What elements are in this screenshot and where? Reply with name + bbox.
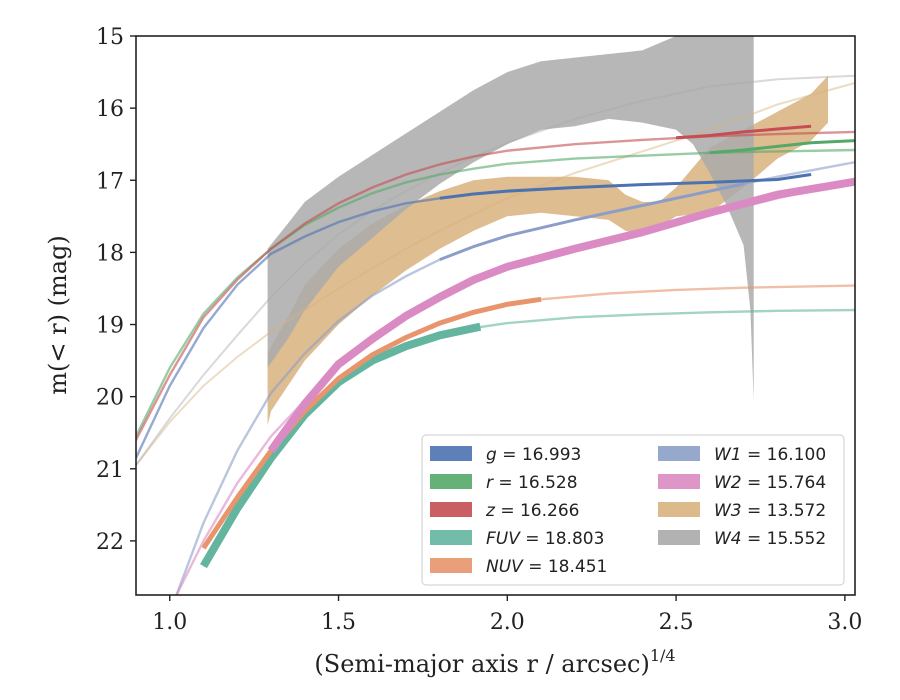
plot-frame bbox=[135, 35, 856, 596]
legend-label-W2: W2 = 15.764 bbox=[714, 473, 826, 493]
legend-label-NUV: NUV = 18.451 bbox=[486, 557, 607, 577]
legend-band-value: = 18.803 bbox=[520, 529, 605, 549]
series-W1-measured-line bbox=[439, 182, 744, 262]
legend-band-name: W2 bbox=[714, 473, 742, 493]
x-axis-label-main: (Semi-major axis r / arcsec) bbox=[314, 650, 649, 678]
legend-label-g: g = 16.993 bbox=[486, 445, 581, 465]
band-W3-profile-line bbox=[136, 81, 855, 466]
legend-swatch-W2 bbox=[658, 474, 700, 489]
legend-swatch-g bbox=[430, 446, 472, 461]
legend-band-value: = 16.993 bbox=[497, 445, 582, 465]
band-W4-uncertainty-area bbox=[267, 36, 754, 401]
x-axis-label: (Semi-major axis r / arcsec)1/4 bbox=[314, 646, 675, 678]
legend-swatch-NUV bbox=[430, 558, 472, 573]
legend-band-name: W4 bbox=[714, 529, 742, 549]
legend-band-value: = 15.552 bbox=[742, 529, 827, 549]
x-tick-label: 3.0 bbox=[827, 610, 862, 635]
x-tick-label: 1.0 bbox=[152, 610, 187, 635]
series-FUV-measured-line bbox=[200, 322, 482, 569]
x-tick-label: 2.0 bbox=[490, 610, 525, 635]
legend-band-value: = 18.451 bbox=[523, 557, 608, 577]
bands-layer bbox=[267, 36, 829, 426]
series-z-profile-line bbox=[136, 130, 855, 441]
x-tick-label: 2.5 bbox=[659, 610, 694, 635]
legend-band-value: = 16.528 bbox=[493, 473, 578, 493]
series-z-measured-line bbox=[676, 124, 812, 140]
y-tick-label: 17 bbox=[96, 169, 124, 194]
legend-band-value: = 15.764 bbox=[742, 473, 827, 493]
legend-label-FUV: FUV = 18.803 bbox=[486, 529, 604, 549]
x-tick-label: 1.5 bbox=[321, 610, 356, 635]
series-NUV-measured-line bbox=[201, 296, 542, 550]
legend-swatch-W3 bbox=[658, 502, 700, 517]
legend-label-z: z = 16.266 bbox=[485, 501, 579, 521]
legend-band-name: z bbox=[485, 501, 496, 521]
y-axis-label: m(< r) (mag) bbox=[44, 235, 72, 394]
x-axis: 1.0 1.5 2.0 2.5 3.0 bbox=[152, 595, 862, 635]
y-tick-label: 21 bbox=[96, 458, 124, 483]
x-axis-label-exponent: 1/4 bbox=[650, 646, 676, 665]
series-r-measured-line bbox=[709, 139, 855, 155]
legend-label-r: r = 16.528 bbox=[486, 473, 578, 493]
series-r-profile-line bbox=[136, 148, 855, 437]
legend-swatch-W4 bbox=[658, 530, 700, 545]
y-tick-label: 20 bbox=[96, 386, 124, 411]
y-tick-label: 15 bbox=[96, 25, 124, 50]
legend-band-value: = 13.572 bbox=[742, 501, 827, 521]
series-g-measured-line bbox=[439, 173, 812, 200]
legend-band-name: g bbox=[486, 445, 497, 465]
legend-band-name: FUV bbox=[486, 529, 521, 549]
legend-label-W3: W3 = 13.572 bbox=[714, 501, 826, 521]
legend-label-W4: W4 = 15.552 bbox=[714, 529, 826, 549]
series-W2-measured-line bbox=[267, 177, 855, 454]
band-W4-profile-line bbox=[136, 74, 855, 466]
y-axis: 15 16 17 18 19 20 21 22 bbox=[96, 25, 136, 555]
legend-band-name: W3 bbox=[714, 501, 742, 521]
legend-band-name: NUV bbox=[486, 557, 524, 577]
legend-swatch-z bbox=[430, 502, 472, 517]
legend-band-name: W1 bbox=[714, 445, 742, 465]
thick-lines-layer bbox=[200, 124, 855, 569]
band-W3-uncertainty-area bbox=[267, 75, 829, 426]
y-tick-label: 16 bbox=[96, 97, 124, 122]
legend-box bbox=[421, 434, 845, 586]
legend-swatch-r bbox=[430, 474, 472, 489]
legend-label-W1: W1 = 16.100 bbox=[714, 445, 826, 465]
legend-band-value: = 16.100 bbox=[742, 445, 827, 465]
legend-band-value: = 16.266 bbox=[495, 501, 580, 521]
legend-swatch-W1 bbox=[658, 446, 700, 461]
legend-swatch-FUV bbox=[430, 530, 472, 545]
y-tick-label: 18 bbox=[96, 241, 124, 266]
y-tick-label: 22 bbox=[96, 530, 124, 555]
y-tick-label: 19 bbox=[96, 314, 124, 339]
legend-band-name: r bbox=[486, 473, 494, 493]
